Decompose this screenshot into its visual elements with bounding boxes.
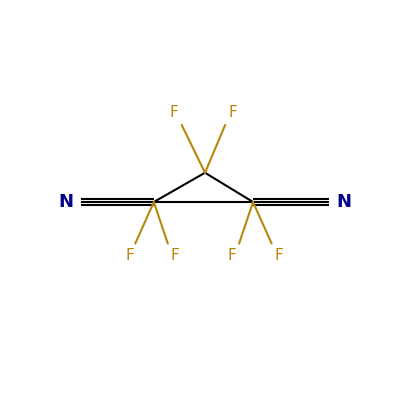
Text: N: N — [58, 193, 73, 211]
Text: F: F — [170, 248, 179, 263]
Text: F: F — [274, 248, 283, 263]
Text: F: F — [228, 248, 237, 263]
Text: N: N — [337, 193, 352, 211]
Text: F: F — [125, 248, 134, 263]
Text: F: F — [228, 105, 237, 120]
Text: F: F — [170, 105, 178, 120]
